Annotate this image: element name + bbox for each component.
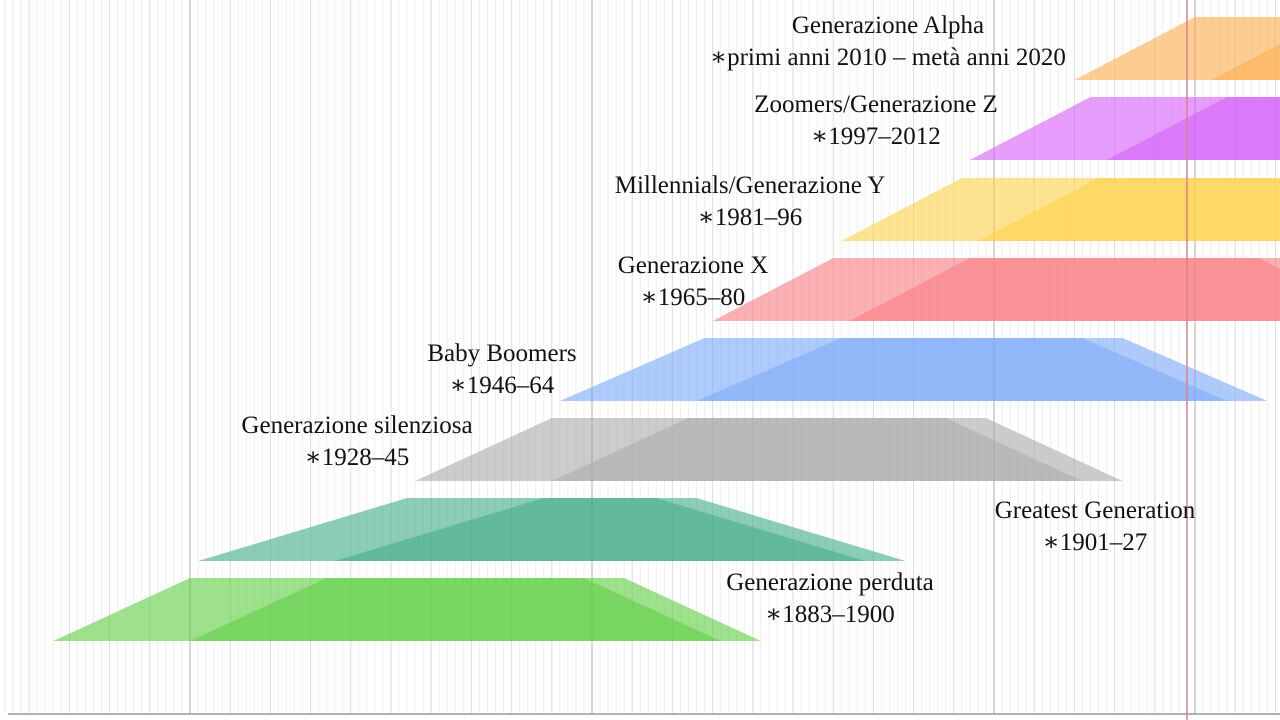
band-adulthood [977,178,1280,241]
generation-band [969,97,1280,160]
generation-band [1074,17,1280,80]
band-adulthood [1211,43,1280,80]
generation-bands [53,17,1280,641]
generation-band [712,258,1280,321]
generation-name: Generazione X [618,252,769,279]
generation-labels: Generazione perduta ∗1883–1900 Greatest Ge… [241,12,1195,628]
generation-name: Zoomers/Generazione Z [754,91,998,118]
generation-years: ∗1901–27 [1043,529,1148,556]
generation-name: Generazione silenziosa [241,412,472,439]
generation-band [415,418,1123,481]
generation-years: ∗1946–64 [450,372,555,399]
band-adulthood [190,578,721,641]
generation-name: Baby Boomers [427,340,576,367]
generation-band [198,498,906,561]
band-adulthood [849,258,1280,321]
generation-years: ∗1928–45 [305,444,410,471]
generation-band [841,178,1280,241]
generation-band [559,338,1268,401]
generation-years: ∗1981–96 [698,204,803,231]
generation-years: ∗1997–2012 [811,123,941,150]
generation-band [53,578,761,641]
generation-name: Millennials/Generazione Y [615,172,886,199]
band-adulthood [551,418,1083,481]
generation-years: ∗primi anni 2010 – metà anni 2020 [710,44,1066,71]
band-adulthood [696,338,1228,401]
generation-years: ∗1883–1900 [765,601,895,628]
generation-name: Generazione perduta [726,569,934,596]
band-adulthood [1106,97,1280,160]
band-adulthood [334,498,866,561]
generation-name: Generazione Alpha [792,12,984,39]
band-lifespan [1074,17,1280,80]
generation-years: ∗1965–80 [641,284,746,311]
generation-name: Greatest Generation [995,497,1196,524]
